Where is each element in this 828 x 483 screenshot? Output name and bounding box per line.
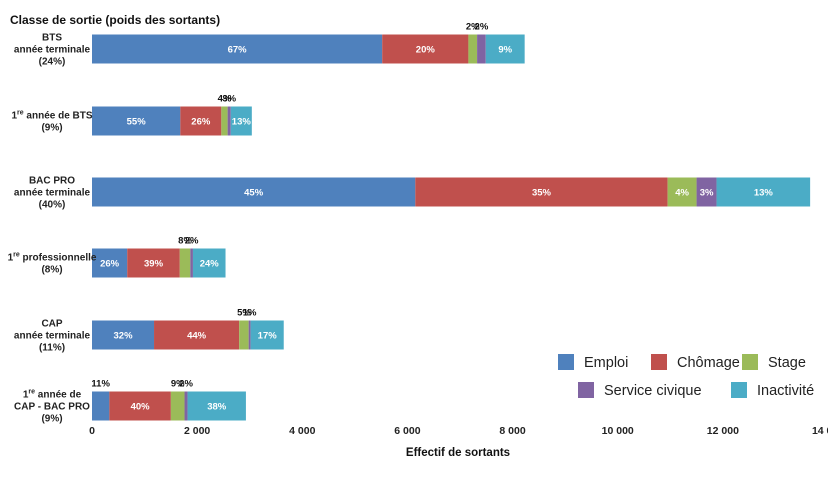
category-labels: BTS année terminale (24%) 1re année de BTS(… bbox=[8, 33, 97, 425]
bar-segment bbox=[382, 34, 469, 64]
x-tick-label: 10 000 bbox=[602, 425, 634, 437]
legend-label: Chômage bbox=[677, 355, 740, 371]
bar-segment bbox=[230, 106, 252, 136]
bar-value-label: 26% bbox=[100, 259, 120, 270]
bar-value-label: 13% bbox=[232, 117, 252, 128]
bar-value-label-outside: 2% bbox=[475, 22, 489, 33]
bar-value-label: 45% bbox=[244, 188, 264, 199]
bar-value-label: 39% bbox=[144, 259, 164, 270]
bar-segment bbox=[696, 177, 717, 207]
legend-swatch bbox=[651, 354, 667, 370]
bar-segment bbox=[179, 248, 191, 278]
bar-segment bbox=[92, 391, 110, 421]
bar-value-label: 67% bbox=[228, 45, 248, 56]
chart-title: Classe de sortie (poids des sortants) bbox=[10, 13, 220, 27]
x-tick-label: 14 000 bbox=[812, 425, 828, 437]
legend-label: Emploi bbox=[584, 355, 628, 371]
category-label: CAP année terminale (11%) bbox=[14, 319, 91, 354]
bar-value-label: 3% bbox=[700, 188, 714, 199]
bars-group: 67% 20% 9%2%2%55% 26% 13%4%3%45% 35% 4% 3% 13%26… bbox=[91, 22, 811, 421]
bar-value-label: 17% bbox=[258, 331, 278, 342]
bar-segment bbox=[127, 248, 180, 278]
category-label: 1re année de BTS (9%) bbox=[11, 110, 92, 134]
legend-swatch bbox=[742, 354, 758, 370]
bar-segment bbox=[250, 320, 284, 350]
x-axis-title: Effectif de sortants bbox=[406, 447, 510, 459]
x-tick-label: 4 000 bbox=[289, 425, 315, 437]
bar-value-label: 55% bbox=[127, 117, 147, 128]
bar-value-label-outside: 2% bbox=[179, 379, 193, 390]
legend-label: Service civique bbox=[604, 383, 702, 399]
bar-segment bbox=[415, 177, 668, 207]
bar-value-label: 26% bbox=[191, 117, 211, 128]
bar-value-label-outside: 5% bbox=[237, 308, 251, 319]
x-axis-ticks: 0 2 000 4 000 6 000 8 000 10 000 12 000 14 000 bbox=[89, 425, 828, 437]
legend-label: Stage bbox=[768, 355, 806, 371]
bar-value-label-outside: 1% bbox=[243, 308, 257, 319]
bar-value-label: 44% bbox=[187, 331, 207, 342]
bar-value-label-outside: 2% bbox=[185, 236, 199, 247]
x-tick-label: 6 000 bbox=[394, 425, 420, 437]
bar-segment bbox=[187, 391, 246, 421]
bar-value-label-outside: 3% bbox=[222, 94, 236, 105]
bar-segment bbox=[190, 248, 193, 278]
bar-value-label: 4% bbox=[675, 188, 689, 199]
x-tick-label: 8 000 bbox=[499, 425, 525, 437]
legend-swatch bbox=[578, 382, 594, 398]
bar-value-label: 24% bbox=[200, 259, 220, 270]
bar-segment bbox=[170, 391, 185, 421]
bar-segment bbox=[184, 391, 188, 421]
bar-segment bbox=[716, 177, 811, 207]
bar-value-label: 13% bbox=[754, 188, 774, 199]
bar-value-label-outside: 8% bbox=[178, 236, 192, 247]
bar-segment bbox=[667, 177, 697, 207]
bar-segment bbox=[485, 34, 525, 64]
bar-segment bbox=[92, 320, 155, 350]
bar-segment bbox=[154, 320, 240, 350]
legend-swatch bbox=[731, 382, 747, 398]
bar-segment bbox=[239, 320, 249, 350]
bar-segment bbox=[180, 106, 222, 136]
bar-segment bbox=[109, 391, 171, 421]
bar-segment bbox=[248, 320, 251, 350]
category-label: 1re professionnelle (8%) bbox=[8, 252, 97, 276]
bar-value-label: 32% bbox=[114, 331, 134, 342]
bar-value-label-outside: 2% bbox=[466, 22, 480, 33]
bar-segment bbox=[227, 106, 231, 136]
x-tick-label: 2 000 bbox=[184, 425, 210, 437]
legend-swatch bbox=[558, 354, 574, 370]
legend: Emploi Chômage Stage Service civique Inactiv… bbox=[558, 354, 814, 399]
bar-segment bbox=[468, 34, 478, 64]
bar-segment bbox=[92, 34, 383, 64]
bar-value-label: 35% bbox=[532, 188, 552, 199]
bar-segment bbox=[192, 248, 226, 278]
bar-segment bbox=[92, 248, 128, 278]
category-label: BAC PRO année terminale (40%) bbox=[14, 176, 91, 211]
bar-value-label: 20% bbox=[416, 45, 436, 56]
x-tick-label: 0 bbox=[89, 425, 95, 437]
bar-segment bbox=[221, 106, 228, 136]
legend-label: Inactivité bbox=[757, 383, 814, 399]
bar-segment bbox=[92, 177, 416, 207]
bar-value-label-outside: 9% bbox=[171, 379, 185, 390]
bar-segment bbox=[477, 34, 486, 64]
bar-value-label: 38% bbox=[207, 402, 227, 413]
bar-value-label-outside: 11% bbox=[91, 379, 110, 390]
category-label: 1re année de CAP - BAC PRO (9%) bbox=[14, 389, 90, 425]
category-label: BTS année terminale (24%) bbox=[14, 33, 91, 68]
bar-value-label: 9% bbox=[498, 45, 512, 56]
bar-segment bbox=[92, 106, 181, 136]
bar-value-label-outside: 4% bbox=[218, 94, 232, 105]
x-tick-label: 12 000 bbox=[707, 425, 739, 437]
bar-value-label: 40% bbox=[131, 402, 151, 413]
